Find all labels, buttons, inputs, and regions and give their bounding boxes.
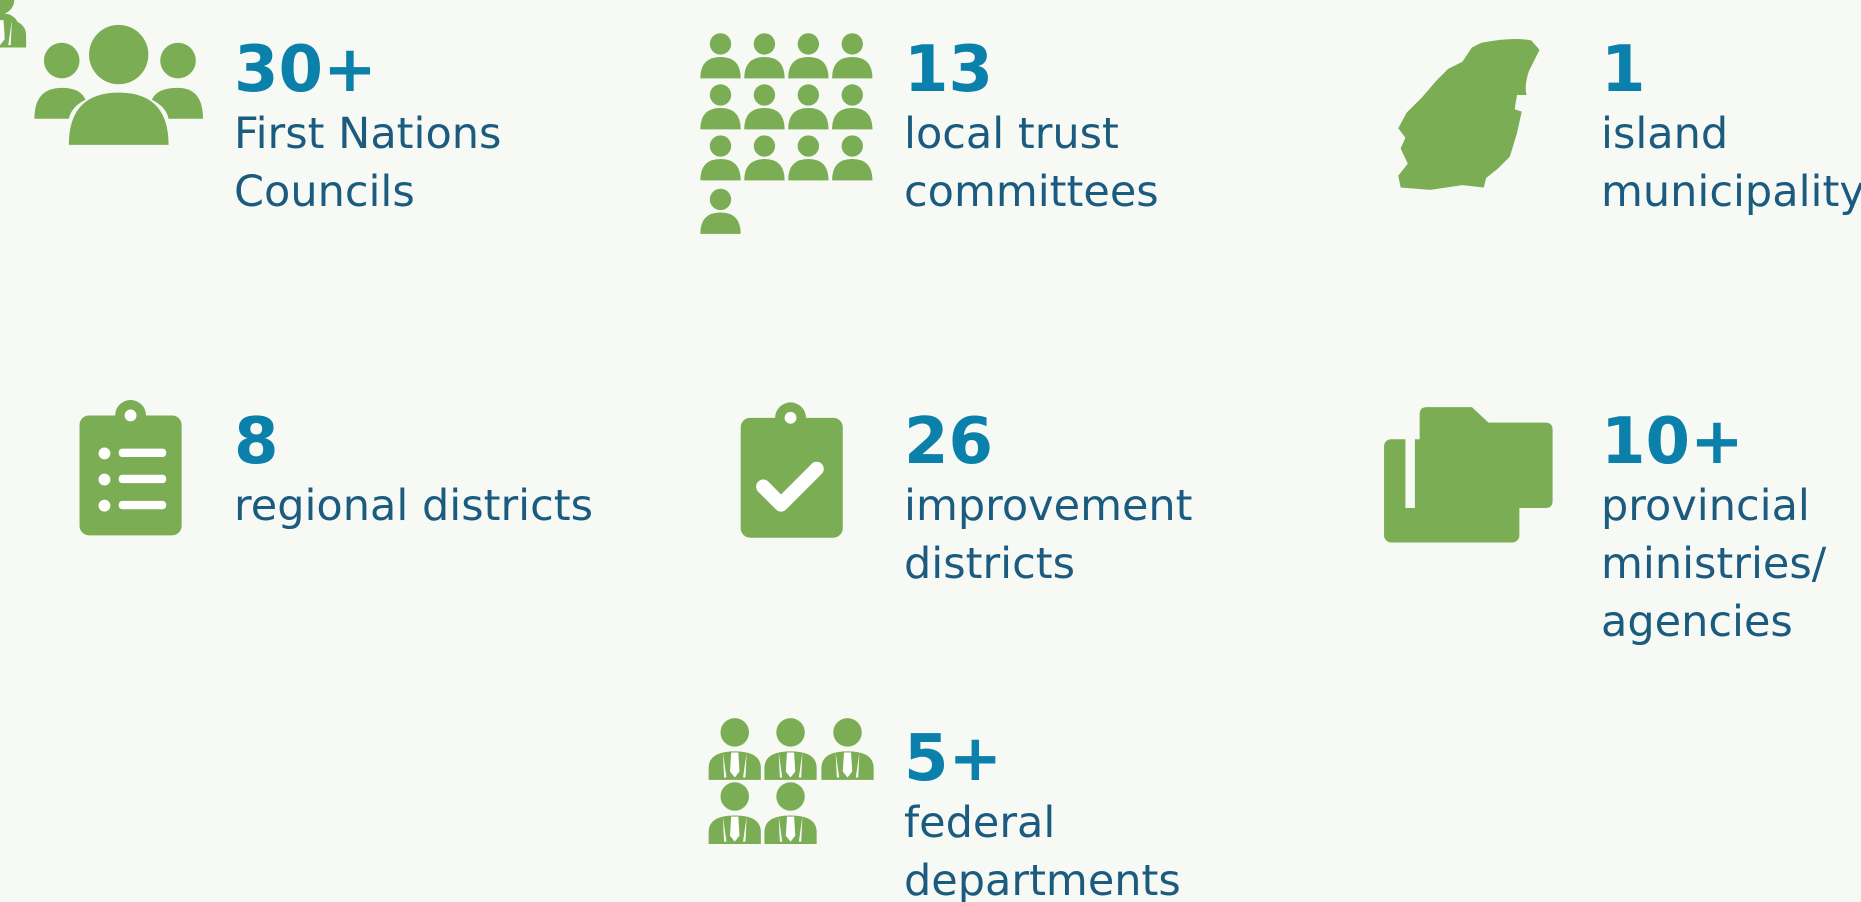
stat-label: federal xyxy=(904,798,1055,848)
stat-number: 1 xyxy=(1601,33,1646,107)
stat-label: local trust xyxy=(904,109,1119,159)
stat-number: 26 xyxy=(904,405,993,479)
icon-clipboard-check xyxy=(740,402,843,538)
icon-island xyxy=(1398,39,1540,190)
stat-number: 30+ xyxy=(234,33,377,107)
stat-label: improvement xyxy=(904,481,1193,531)
stat-label: Councils xyxy=(234,167,415,217)
stat-label: districts xyxy=(904,539,1075,589)
stat-number: 13 xyxy=(904,33,993,107)
stat-label: ministries/ xyxy=(1601,539,1827,589)
stat-label: island xyxy=(1601,109,1728,159)
stat-label: municipality xyxy=(1601,167,1861,217)
icon-businessmen xyxy=(0,0,874,844)
stat-label: agencies xyxy=(1601,597,1793,647)
stat-label: regional districts xyxy=(234,481,593,531)
icon-people-group xyxy=(34,24,203,145)
icon-folders xyxy=(1384,407,1553,543)
icon-clipboard-list xyxy=(79,400,182,536)
stat-number: 5+ xyxy=(904,722,1002,796)
icons xyxy=(0,0,1553,844)
stat-number: 8 xyxy=(234,405,279,479)
stat-label: First Nations xyxy=(234,109,501,159)
stat-number: 10+ xyxy=(1601,405,1744,479)
stat-label: departments xyxy=(904,856,1181,902)
stat-label: provincial xyxy=(1601,481,1810,531)
stat-label: committees xyxy=(904,167,1159,217)
